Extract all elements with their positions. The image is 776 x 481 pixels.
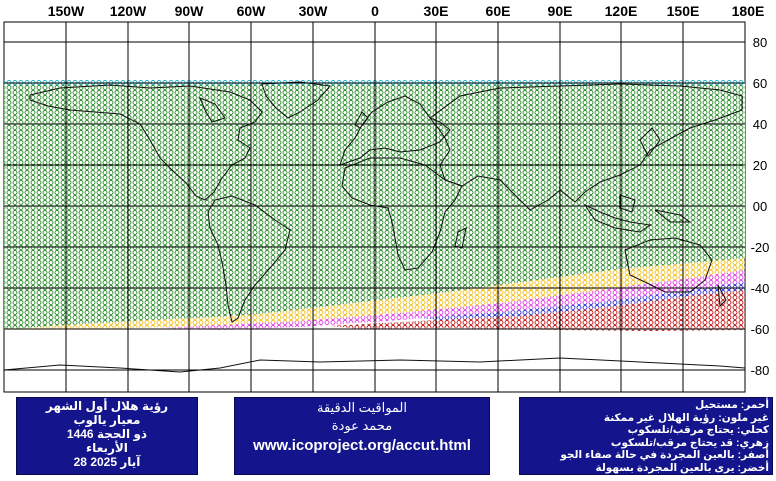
blue-zone <box>420 282 745 320</box>
author-name: محمد عودة <box>331 418 393 433</box>
lon-label: 90E <box>548 3 573 19</box>
coastlines <box>3 81 746 373</box>
weekday-line: الأربعاء <box>86 441 128 455</box>
lat-label: -40 <box>751 281 770 296</box>
lon-label: 150E <box>667 3 700 19</box>
legend-item-pink: زهري: قد يحتاج مرقب/تلسكوب <box>610 436 769 449</box>
legend-item-navy: كحلي: يحتاج مرقب/تلسكوب <box>627 424 769 436</box>
lon-label: 0 <box>371 3 379 19</box>
legend-item-red: أحمر: مستحيل <box>695 399 769 411</box>
lon-label: 30W <box>299 3 329 19</box>
yellow-zone <box>4 258 745 330</box>
lat-label: -60 <box>751 322 770 337</box>
lon-label: 150W <box>48 3 85 19</box>
legend-item-yellow: أصفر: بالعين المجردة في حالة صفاء الجو <box>560 449 769 461</box>
gregorian-date-line: آيار 2025 28 <box>73 455 141 469</box>
title-panel: رؤية هلال أول الشهر معيار يالوب ذو الحجة… <box>16 397 198 475</box>
lon-label: 60W <box>237 3 267 19</box>
legend-panel: أحمر: مستحيل غير ملون: رؤية الهلال غير م… <box>519 397 773 475</box>
lon-label: 120W <box>110 3 147 19</box>
graticule <box>4 22 745 392</box>
credits-panel: المواقيت الدقيقة محمد عودة www.icoprojec… <box>234 397 490 475</box>
lat-label: 20 <box>753 158 767 173</box>
lat-label: 00 <box>753 199 767 214</box>
legend-item-green: أخضر: يرى بالعين المجردة بسهولة <box>595 461 769 474</box>
lat-label: -20 <box>751 240 770 255</box>
hijri-month-line: ذو الحجة 1446 <box>66 427 148 441</box>
criterion-line: معيار يالوب <box>73 413 141 427</box>
website-link[interactable]: www.icoproject.org/accut.html <box>253 437 471 454</box>
legend-item-uncolored: غير ملون: رؤية الهلال غير ممكنة <box>603 411 769 424</box>
accurate-times-label: المواقيت الدقيقة <box>316 400 407 415</box>
lat-label: 40 <box>753 117 767 132</box>
lon-label: 180E <box>732 3 765 19</box>
lat-label: 60 <box>753 76 767 91</box>
lon-label: 60E <box>486 3 511 19</box>
lat-label: 80 <box>753 35 767 50</box>
lon-label: 120E <box>605 3 638 19</box>
lat-label: -80 <box>751 363 770 378</box>
title-line: رؤية هلال أول الشهر <box>45 399 169 413</box>
red-zone <box>330 290 745 331</box>
lon-label: 30E <box>424 3 449 19</box>
lon-label: 90W <box>175 3 205 19</box>
